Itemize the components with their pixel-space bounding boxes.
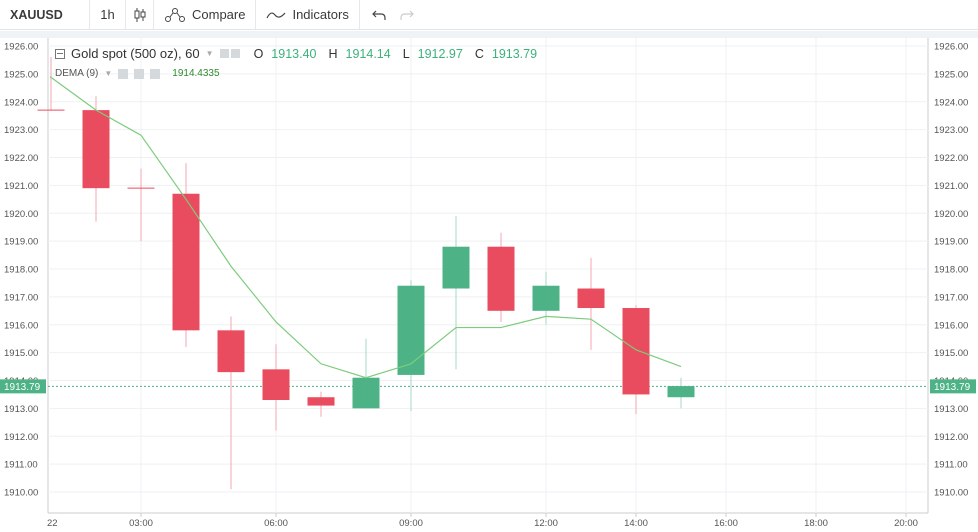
y-tick-label-left: 1921.00 — [4, 181, 38, 192]
hide-icon[interactable] — [230, 48, 240, 58]
y-tick-label-left: 1920.00 — [4, 209, 38, 220]
series-legend: Gold spot (500 oz), 60 ▼ O 1913.40 H 1914.… — [55, 46, 537, 61]
redo-icon[interactable] — [400, 9, 414, 21]
high-value: 1914.14 — [345, 46, 391, 61]
x-tick-label: 12:00 — [534, 518, 558, 529]
candle-body — [217, 330, 245, 373]
open-value: 1913.40 — [271, 46, 317, 61]
top-toolbar: XAUUSD 1h Compare Indicators — [0, 0, 978, 30]
candle-body — [397, 285, 425, 375]
y-tick-label-right: 1920.00 — [934, 209, 968, 220]
candle-body — [577, 288, 605, 309]
legend-buttons — [219, 47, 242, 61]
interval-button[interactable]: 1h — [90, 0, 126, 29]
y-tick-label-right: 1911.00 — [934, 460, 968, 471]
chart-type-button[interactable] — [126, 0, 154, 29]
y-tick-label-left: 1913.00 — [4, 404, 38, 415]
series-title: Gold spot (500 oz), 60 — [71, 46, 200, 61]
y-tick-label-right: 1917.00 — [934, 292, 968, 303]
candle-body — [352, 377, 380, 409]
y-tick-label-left: 1919.00 — [4, 237, 38, 248]
candle-body — [307, 397, 335, 406]
last-price-label-left: 1913.79 — [4, 382, 41, 393]
candle-body — [667, 386, 695, 398]
indicators-label: Indicators — [292, 7, 349, 22]
y-tick-label-right: 1921.00 — [934, 181, 968, 192]
y-tick-label-left: 1916.00 — [4, 320, 38, 331]
y-tick-label-right: 1924.00 — [934, 97, 968, 108]
indicators-icon — [266, 9, 286, 21]
compare-label: Compare — [192, 7, 246, 22]
dema-settings-icon[interactable] — [118, 68, 129, 79]
y-tick-label-right: 1923.00 — [934, 125, 968, 136]
y-tick-label-right: 1919.00 — [934, 237, 968, 248]
y-tick-label-left: 1918.00 — [4, 265, 38, 276]
dema-label: DEMA (9) — [55, 68, 99, 79]
x-tick-label: 20:00 — [894, 518, 918, 529]
candle-body — [262, 369, 290, 401]
y-tick-label-left: 1911.00 — [4, 460, 38, 471]
high-key: H — [328, 46, 338, 61]
y-tick-label-left: 1926.00 — [4, 42, 38, 53]
y-tick-label-left: 1924.00 — [4, 97, 38, 108]
candle-body — [82, 110, 110, 189]
y-tick-label-right: 1926.00 — [934, 42, 968, 53]
y-tick-label-right: 1912.00 — [934, 432, 968, 443]
dema-line — [49, 76, 682, 379]
left-axis-area — [0, 38, 48, 532]
dema-menu-caret-icon[interactable]: ▼ — [104, 69, 113, 78]
last-price-label-right: 1913.79 — [934, 382, 971, 393]
x-tick-label: 06:00 — [264, 518, 288, 529]
y-tick-label-right: 1910.00 — [934, 488, 968, 499]
series-menu-caret-icon[interactable]: ▼ — [205, 49, 214, 58]
y-tick-label-left: 1915.00 — [4, 348, 38, 359]
y-tick-label-right: 1916.00 — [934, 320, 968, 331]
candlestick-icon — [133, 7, 147, 23]
candle-body — [442, 246, 470, 289]
close-key: C — [474, 46, 484, 61]
dema-remove-icon[interactable] — [150, 68, 161, 79]
candle-body — [487, 246, 515, 311]
dema-value: 1914.4335 — [172, 68, 220, 79]
y-tick-label-left: 1925.00 — [4, 69, 38, 80]
indicators-button[interactable]: Indicators — [256, 0, 360, 29]
x-tick-label: 09:00 — [399, 518, 423, 529]
y-tick-label-left: 1917.00 — [4, 292, 38, 303]
open-key: O — [253, 46, 264, 61]
toolbar-divider — [0, 31, 978, 38]
x-tick-label: 14:00 — [624, 518, 648, 529]
undo-redo-group — [360, 0, 424, 29]
candle-body — [622, 308, 650, 395]
x-tick-label: 18:00 — [804, 518, 828, 529]
x-tick-label: 16:00 — [714, 518, 738, 529]
last-price-tag-left — [0, 379, 46, 394]
low-value: 1912.97 — [417, 46, 463, 61]
symbol-search[interactable]: XAUUSD — [0, 0, 90, 29]
candle-body — [532, 285, 560, 311]
undo-icon[interactable] — [371, 9, 386, 21]
collapse-legend-icon[interactable] — [55, 48, 65, 59]
compare-icon — [164, 7, 186, 23]
candle-body — [172, 193, 200, 331]
compare-button[interactable]: Compare — [154, 0, 257, 29]
price-chart[interactable]: 1926.00 1926.00 1925.00 1925.00 1924.00 1924.… — [0, 38, 978, 532]
x-start-label: 22 — [47, 518, 58, 529]
settings-icon[interactable] — [219, 48, 229, 58]
y-tick-label-left: 1922.00 — [4, 153, 38, 164]
y-tick-label-right: 1925.00 — [934, 69, 968, 80]
dema-legend: DEMA (9) ▼ 1914.4335 — [55, 68, 220, 79]
last-price-tag-right — [930, 379, 976, 394]
y-tick-label-left: 1912.00 — [4, 432, 38, 443]
x-tick-label: 03:00 — [129, 518, 153, 529]
y-tick-label-right: 1913.00 — [934, 404, 968, 415]
close-value: 1913.79 — [491, 46, 538, 61]
low-key: L — [402, 46, 410, 61]
y-tick-label-left: 1923.00 — [4, 125, 38, 136]
dema-hide-icon[interactable] — [134, 68, 145, 79]
y-tick-label-right: 1915.00 — [934, 348, 968, 359]
y-tick-label-left: 1910.00 — [4, 488, 38, 499]
y-tick-label-right: 1922.00 — [934, 153, 968, 164]
y-tick-label-right: 1918.00 — [934, 265, 968, 276]
